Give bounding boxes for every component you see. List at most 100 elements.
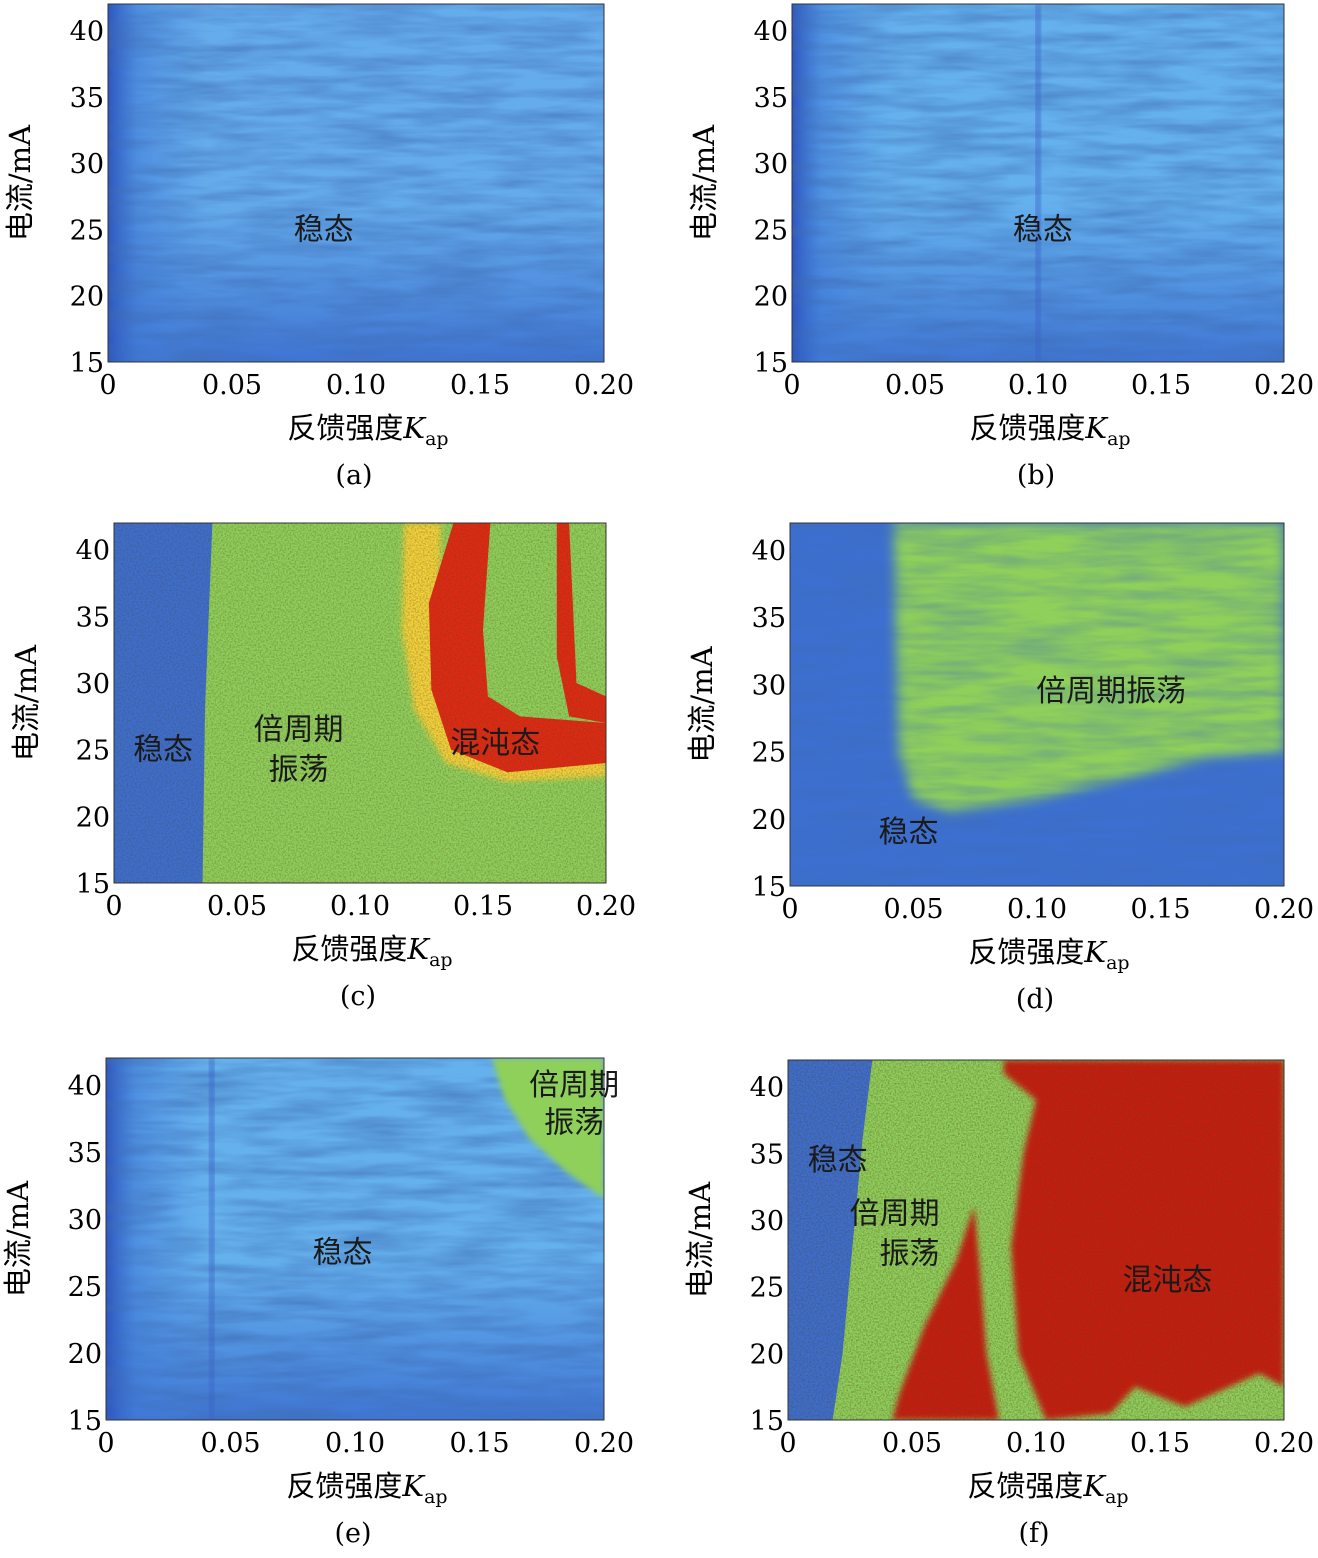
panel-1: 0 0.05 0.10 0.15 0.20 15 20 25 30 35 40 反馈强度Kap 电流/m… [3, 3, 634, 491]
y-tick-label: 30 [70, 149, 104, 180]
region-annotation: 稳态 [808, 1143, 868, 1178]
region-period-doubling [491, 1058, 604, 1199]
x-tick-label: 0.20 [576, 891, 636, 922]
heatmap-area [788, 1060, 1284, 1420]
y-tick-label: 30 [68, 1205, 102, 1236]
x-tick-label: 0.15 [453, 891, 513, 922]
panel-label: (b) [1017, 460, 1055, 491]
x-tick-label: 0.15 [449, 1428, 509, 1459]
y-tick-label: 25 [754, 215, 788, 246]
plot-frame [791, 3, 1285, 363]
y-tick-label: 40 [752, 536, 786, 567]
x-tick-label: 0.05 [883, 894, 943, 925]
panel-label: (e) [334, 1518, 371, 1549]
x-tick-label: 0 [105, 891, 122, 922]
x-axis-label: 反馈强度Kap [287, 411, 448, 450]
x-axis-label: 反馈强度Kap [969, 411, 1130, 450]
x-tick-label: 0 [783, 370, 800, 401]
panel-3: 0 0.05 0.10 0.15 0.20 15 20 25 30 35 40 反馈强度Kap 电流/m… [9, 522, 636, 1012]
y-tick-label: 35 [752, 603, 786, 634]
x-tick-label: 0.20 [1254, 370, 1314, 401]
y-tick-label: 35 [754, 83, 788, 114]
x-tick-label: 0.05 [882, 1428, 942, 1459]
texture [788, 1060, 1284, 1420]
x-tick-label: 0 [779, 1428, 796, 1459]
y-tick-label: 25 [70, 215, 104, 246]
y-tick-label: 30 [754, 149, 788, 180]
heatmap-area [108, 4, 604, 362]
x-tick-label: 0.10 [1006, 1428, 1066, 1459]
x-tick-label: 0 [97, 1428, 114, 1459]
y-tick-label: 35 [76, 602, 110, 633]
plot-frame [113, 522, 607, 884]
region-annotation: 振荡 [269, 753, 329, 788]
y-tick-label: 35 [70, 83, 104, 114]
y-tick-label: 25 [750, 1273, 784, 1304]
panel-label: (a) [335, 460, 372, 491]
panel-4: 0 0.05 0.10 0.15 0.20 15 20 25 30 35 40 反馈强度Kap 电流/m… [685, 522, 1314, 1015]
y-axis-label: 电流/mA [685, 645, 719, 762]
x-tick-label: 0.05 [202, 370, 262, 401]
x-tick-label: 0.20 [1254, 894, 1314, 925]
x-tick-label: 0.15 [450, 370, 510, 401]
dark-stripe [1035, 4, 1041, 362]
y-tick-label: 25 [76, 736, 110, 767]
x-tick-label: 0.10 [325, 1428, 385, 1459]
dark-stripe [209, 1058, 215, 1420]
x-tick-label: 0.20 [1254, 1428, 1314, 1459]
x-tick-label: 0.10 [330, 891, 390, 922]
y-tick-label: 20 [752, 805, 786, 836]
y-tick-label: 25 [68, 1272, 102, 1303]
x-tick-label: 0.05 [885, 370, 945, 401]
y-tick-label: 15 [68, 1406, 102, 1437]
x-axis-label: 反馈强度Kap [968, 935, 1129, 974]
panel-5: 0 0.05 0.10 0.15 0.20 15 20 25 30 35 40 反馈强度Kap 电流/m… [1, 1057, 634, 1549]
region-annotation: 倍周期 [529, 1068, 619, 1103]
x-tick-label: 0.15 [1130, 894, 1190, 925]
y-tick-label: 30 [76, 669, 110, 700]
x-axis-label: 反馈强度Kap [286, 1469, 447, 1508]
heatmap-area [114, 523, 606, 883]
region-annotation: 振荡 [544, 1105, 604, 1140]
panel-label: (d) [1016, 984, 1054, 1015]
plot-frame [789, 522, 1285, 887]
texture [790, 523, 1284, 886]
y-tick-label: 15 [70, 348, 104, 379]
heatmap-area [106, 1058, 604, 1420]
x-tick-label: 0.05 [200, 1428, 260, 1459]
y-axis-label: 电流/mA [1, 1180, 35, 1297]
y-tick-label: 15 [754, 348, 788, 379]
region-annotation: 倍周期振荡 [1036, 674, 1186, 709]
plot-frame [105, 1057, 605, 1421]
plot-frame [107, 3, 605, 363]
y-tick-label: 20 [68, 1339, 102, 1370]
y-tick-label: 35 [68, 1138, 102, 1169]
region-annotation: 稳态 [879, 815, 939, 850]
region-annotation: 稳态 [133, 733, 193, 768]
y-axis-label: 电流/mA [9, 644, 43, 761]
region-annotation: 稳态 [1013, 212, 1073, 247]
region-annotation: 倍周期 [254, 713, 344, 748]
y-tick-label: 40 [70, 17, 104, 48]
x-tick-label: 0.05 [207, 891, 267, 922]
x-tick-label: 0 [99, 370, 116, 401]
panel-label: (c) [340, 981, 376, 1012]
texture [108, 4, 604, 362]
heatmap-area [792, 4, 1284, 362]
region-annotation: 稳态 [294, 212, 354, 247]
y-tick-label: 15 [752, 872, 786, 903]
y-axis-label: 电流/mA [3, 124, 37, 241]
x-tick-label: 0.15 [1131, 370, 1191, 401]
x-tick-label: 0.20 [574, 1428, 634, 1459]
x-axis-label: 反馈强度Kap [291, 932, 452, 971]
y-tick-label: 20 [754, 282, 788, 313]
plot-frame [787, 1059, 1285, 1421]
y-axis-label: 电流/mA [683, 1181, 717, 1298]
y-tick-label: 25 [752, 738, 786, 769]
y-tick-label: 20 [750, 1339, 784, 1370]
y-tick-label: 40 [76, 536, 110, 567]
texture [114, 523, 606, 883]
x-tick-label: 0.15 [1130, 1428, 1190, 1459]
region-annotation: 混沌态 [450, 726, 540, 761]
